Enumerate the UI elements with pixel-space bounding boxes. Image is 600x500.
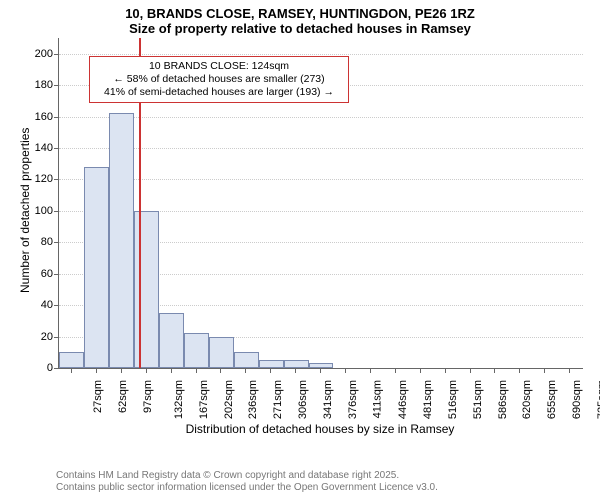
xtick: [295, 368, 296, 373]
xtick: [544, 368, 545, 373]
annotation-line3: 41% of semi-detached houses are larger (…: [96, 86, 342, 99]
xtick-label: 446sqm: [397, 380, 409, 419]
xtick: [494, 368, 495, 373]
xtick: [470, 368, 471, 373]
xtick: [320, 368, 321, 373]
xtick-label: 132sqm: [173, 380, 185, 419]
ytick-label: 80: [41, 236, 53, 248]
histogram-bar: [259, 360, 284, 368]
footer-line2: Contains public sector information licen…: [56, 482, 438, 494]
histogram-bar: [209, 337, 234, 368]
xtick-label: 481sqm: [422, 380, 434, 419]
xtick: [71, 368, 72, 373]
xtick-label: 620sqm: [521, 380, 533, 419]
ytick: [54, 179, 59, 180]
ytick-label: 140: [35, 142, 53, 154]
ytick: [54, 337, 59, 338]
ytick-label: 0: [47, 362, 53, 374]
xtick: [345, 368, 346, 373]
footer-attribution: Contains HM Land Registry data © Crown c…: [56, 470, 438, 494]
plot-region: 02040608010012014016018020027sqm62sqm97s…: [58, 38, 583, 369]
ytick: [54, 54, 59, 55]
xtick-label: 306sqm: [297, 380, 309, 419]
y-axis-title: Number of detached properties: [18, 128, 32, 293]
xtick: [270, 368, 271, 373]
ytick-label: 20: [41, 331, 53, 343]
xtick-label: 655sqm: [546, 380, 558, 419]
footer-line1: Contains HM Land Registry data © Crown c…: [56, 470, 438, 482]
xtick: [245, 368, 246, 373]
xtick: [146, 368, 147, 373]
xtick-label: 271sqm: [272, 380, 284, 419]
ytick: [54, 368, 59, 369]
annotation-line1: 10 BRANDS CLOSE: 124sqm: [96, 60, 342, 73]
xtick-label: 586sqm: [497, 380, 509, 419]
xtick-label: 167sqm: [198, 380, 210, 419]
xtick-label: 236sqm: [247, 380, 259, 419]
xtick-label: 551sqm: [472, 380, 484, 419]
histogram-bar: [84, 167, 109, 368]
histogram-bar: [234, 352, 259, 368]
ytick: [54, 117, 59, 118]
histogram-bar: [309, 363, 334, 368]
gridline: [59, 54, 583, 55]
ytick-label: 120: [35, 173, 53, 185]
xtick: [96, 368, 97, 373]
ytick-label: 200: [35, 48, 53, 60]
xtick-label: 97sqm: [142, 380, 154, 413]
xtick: [445, 368, 446, 373]
ytick: [54, 274, 59, 275]
xtick: [370, 368, 371, 373]
ytick-label: 60: [41, 268, 53, 280]
xtick: [121, 368, 122, 373]
histogram-bar: [109, 113, 134, 368]
histogram-bar: [134, 211, 159, 368]
xtick-label: 27sqm: [92, 380, 104, 413]
xtick: [569, 368, 570, 373]
ytick-label: 160: [35, 111, 53, 123]
xtick: [420, 368, 421, 373]
xtick-label: 516sqm: [447, 380, 459, 419]
xtick-label: 376sqm: [347, 380, 359, 419]
annotation-box: 10 BRANDS CLOSE: 124sqm← 58% of detached…: [89, 56, 349, 103]
x-axis-title: Distribution of detached houses by size …: [58, 422, 582, 436]
annotation-line2: ← 58% of detached houses are smaller (27…: [96, 73, 342, 86]
histogram-bar: [184, 333, 209, 368]
gridline: [59, 117, 583, 118]
histogram-bar: [59, 352, 84, 368]
gridline: [59, 179, 583, 180]
ytick: [54, 85, 59, 86]
ytick-label: 180: [35, 79, 53, 91]
xtick-label: 725sqm: [596, 380, 600, 419]
ytick: [54, 305, 59, 306]
histogram-bar: [159, 313, 184, 368]
histogram-bar: [284, 360, 309, 368]
xtick-label: 202sqm: [223, 380, 235, 419]
ytick: [54, 242, 59, 243]
xtick-label: 690sqm: [571, 380, 583, 419]
ytick-label: 100: [35, 205, 53, 217]
xtick: [220, 368, 221, 373]
gridline: [59, 148, 583, 149]
xtick: [171, 368, 172, 373]
xtick-label: 341sqm: [322, 380, 334, 419]
xtick-label: 411sqm: [371, 380, 383, 418]
ytick-label: 40: [41, 299, 53, 311]
chart-area: 0 20 40 60 80 100 120 140 160 180 200 27sqm 62sqm 97s…: [0, 0, 600, 500]
ytick: [54, 211, 59, 212]
xtick: [395, 368, 396, 373]
xtick: [519, 368, 520, 373]
xtick-label: 62sqm: [117, 380, 129, 413]
ytick: [54, 148, 59, 149]
xtick: [196, 368, 197, 373]
